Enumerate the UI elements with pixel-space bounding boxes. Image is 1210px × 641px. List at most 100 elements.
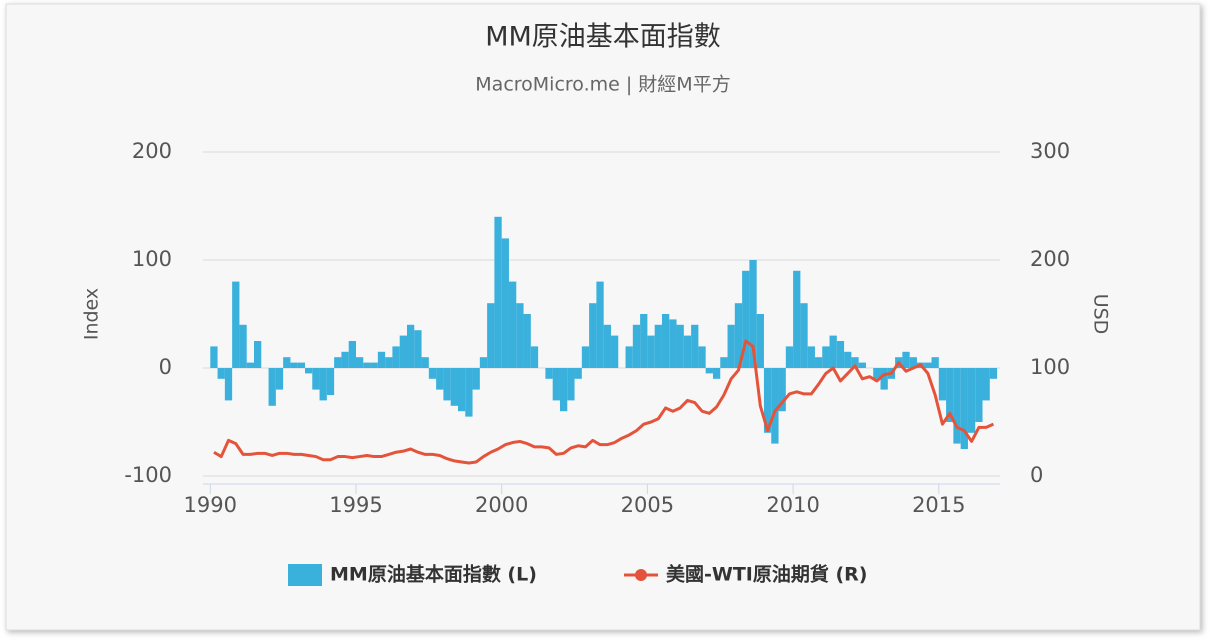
bar	[960, 368, 968, 449]
bar	[698, 346, 706, 368]
bar	[224, 368, 233, 401]
bar	[880, 368, 888, 390]
bar	[370, 362, 378, 368]
legend-label: 美國-WTI原油期貨 (R)	[666, 563, 868, 586]
bar	[676, 324, 684, 368]
bar	[661, 314, 670, 368]
bar	[377, 351, 386, 368]
bar	[319, 368, 327, 401]
bar	[508, 281, 517, 368]
bar	[625, 346, 633, 368]
bar	[727, 324, 735, 368]
bar	[436, 368, 444, 390]
bar	[814, 357, 823, 368]
bar	[975, 368, 983, 422]
x-tick-label: 1990	[184, 493, 237, 517]
bar	[742, 270, 750, 368]
bar	[421, 357, 429, 368]
y2-tick-label: 100	[1030, 355, 1070, 379]
bar	[647, 335, 655, 368]
chart-subtitle: MacroMicro.me | 財經M平方	[475, 74, 730, 96]
bar	[290, 362, 298, 368]
bar	[385, 357, 393, 368]
bar	[982, 368, 990, 401]
chart-title: MM原油基本面指數	[485, 22, 721, 53]
bar	[341, 351, 349, 368]
bar	[589, 303, 597, 368]
bar	[283, 357, 291, 368]
bar	[989, 368, 998, 379]
bar	[793, 270, 801, 368]
bar	[348, 341, 356, 368]
bar	[232, 281, 240, 368]
bar	[457, 368, 466, 412]
x-tick-label: 1995	[329, 493, 382, 517]
bar	[640, 314, 648, 368]
bar	[902, 351, 910, 368]
bar	[691, 324, 699, 368]
bar	[523, 314, 531, 368]
bar	[574, 368, 582, 379]
y2-tick-label: 0	[1030, 463, 1043, 487]
bar	[603, 324, 611, 368]
bar	[516, 303, 524, 368]
bar	[355, 357, 364, 368]
y-tick-label: -100	[124, 463, 172, 487]
bar	[654, 324, 662, 368]
x-tick-label: 2010	[766, 493, 819, 517]
y-tick-label: 200	[132, 139, 172, 163]
bar	[705, 368, 713, 374]
bar	[749, 260, 757, 368]
y-tick-label: 0	[159, 355, 172, 379]
bar	[807, 346, 815, 368]
bar	[756, 314, 764, 368]
bar	[967, 368, 976, 433]
bar	[778, 368, 786, 412]
bar	[924, 362, 932, 368]
bar	[326, 368, 335, 395]
bar	[953, 368, 961, 444]
bar	[530, 346, 539, 368]
bar	[399, 335, 407, 368]
bar	[836, 341, 845, 368]
bar	[406, 324, 415, 368]
bar	[822, 346, 830, 368]
bar	[931, 357, 939, 368]
bar	[304, 368, 313, 374]
bar	[946, 368, 954, 422]
bar	[246, 362, 254, 368]
bar	[275, 368, 284, 390]
bar	[581, 346, 590, 368]
bar	[763, 368, 772, 433]
bar	[596, 281, 604, 368]
bar	[829, 335, 837, 368]
bar	[501, 238, 509, 368]
bar	[720, 357, 728, 368]
bar	[268, 368, 276, 406]
bar	[253, 341, 262, 368]
bar	[494, 216, 502, 368]
bar	[443, 368, 451, 401]
bar	[414, 330, 422, 368]
legend-marker	[635, 569, 647, 581]
bar	[858, 362, 866, 368]
bar	[428, 368, 437, 379]
bar	[312, 368, 320, 390]
bar	[552, 368, 560, 401]
y2-axis-title: USD	[1090, 294, 1112, 335]
bar	[210, 346, 218, 368]
bar	[683, 335, 692, 368]
bar	[559, 368, 568, 412]
bar	[610, 335, 619, 368]
bar	[785, 346, 794, 368]
bar	[217, 368, 225, 379]
x-tick-label: 2005	[621, 493, 674, 517]
bar	[632, 324, 641, 368]
bar	[712, 368, 721, 379]
bar	[567, 368, 575, 401]
bar	[844, 351, 852, 368]
bar	[450, 368, 458, 406]
bar	[873, 368, 881, 379]
line	[213, 339, 995, 465]
